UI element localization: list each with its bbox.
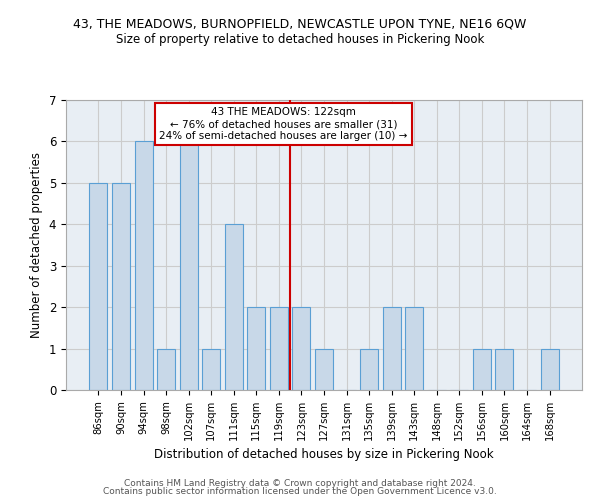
Text: 43 THE MEADOWS: 122sqm
← 76% of detached houses are smaller (31)
24% of semi-det: 43 THE MEADOWS: 122sqm ← 76% of detached… xyxy=(159,108,407,140)
Bar xyxy=(202,348,220,390)
Bar xyxy=(112,183,130,390)
Y-axis label: Number of detached properties: Number of detached properties xyxy=(30,152,43,338)
Bar xyxy=(225,224,243,390)
Bar xyxy=(405,307,423,390)
Bar xyxy=(496,348,514,390)
Bar xyxy=(315,348,333,390)
Bar xyxy=(473,348,491,390)
Bar xyxy=(247,307,265,390)
Bar xyxy=(360,348,378,390)
Bar xyxy=(541,348,559,390)
Text: 43, THE MEADOWS, BURNOPFIELD, NEWCASTLE UPON TYNE, NE16 6QW: 43, THE MEADOWS, BURNOPFIELD, NEWCASTLE … xyxy=(73,18,527,30)
Bar xyxy=(157,348,175,390)
Bar xyxy=(179,142,198,390)
Bar xyxy=(383,307,401,390)
Bar xyxy=(270,307,288,390)
Text: Size of property relative to detached houses in Pickering Nook: Size of property relative to detached ho… xyxy=(116,32,484,46)
Text: Contains public sector information licensed under the Open Government Licence v3: Contains public sector information licen… xyxy=(103,487,497,496)
Bar xyxy=(134,142,152,390)
Bar xyxy=(292,307,310,390)
Bar xyxy=(89,183,107,390)
X-axis label: Distribution of detached houses by size in Pickering Nook: Distribution of detached houses by size … xyxy=(154,448,494,462)
Text: Contains HM Land Registry data © Crown copyright and database right 2024.: Contains HM Land Registry data © Crown c… xyxy=(124,478,476,488)
